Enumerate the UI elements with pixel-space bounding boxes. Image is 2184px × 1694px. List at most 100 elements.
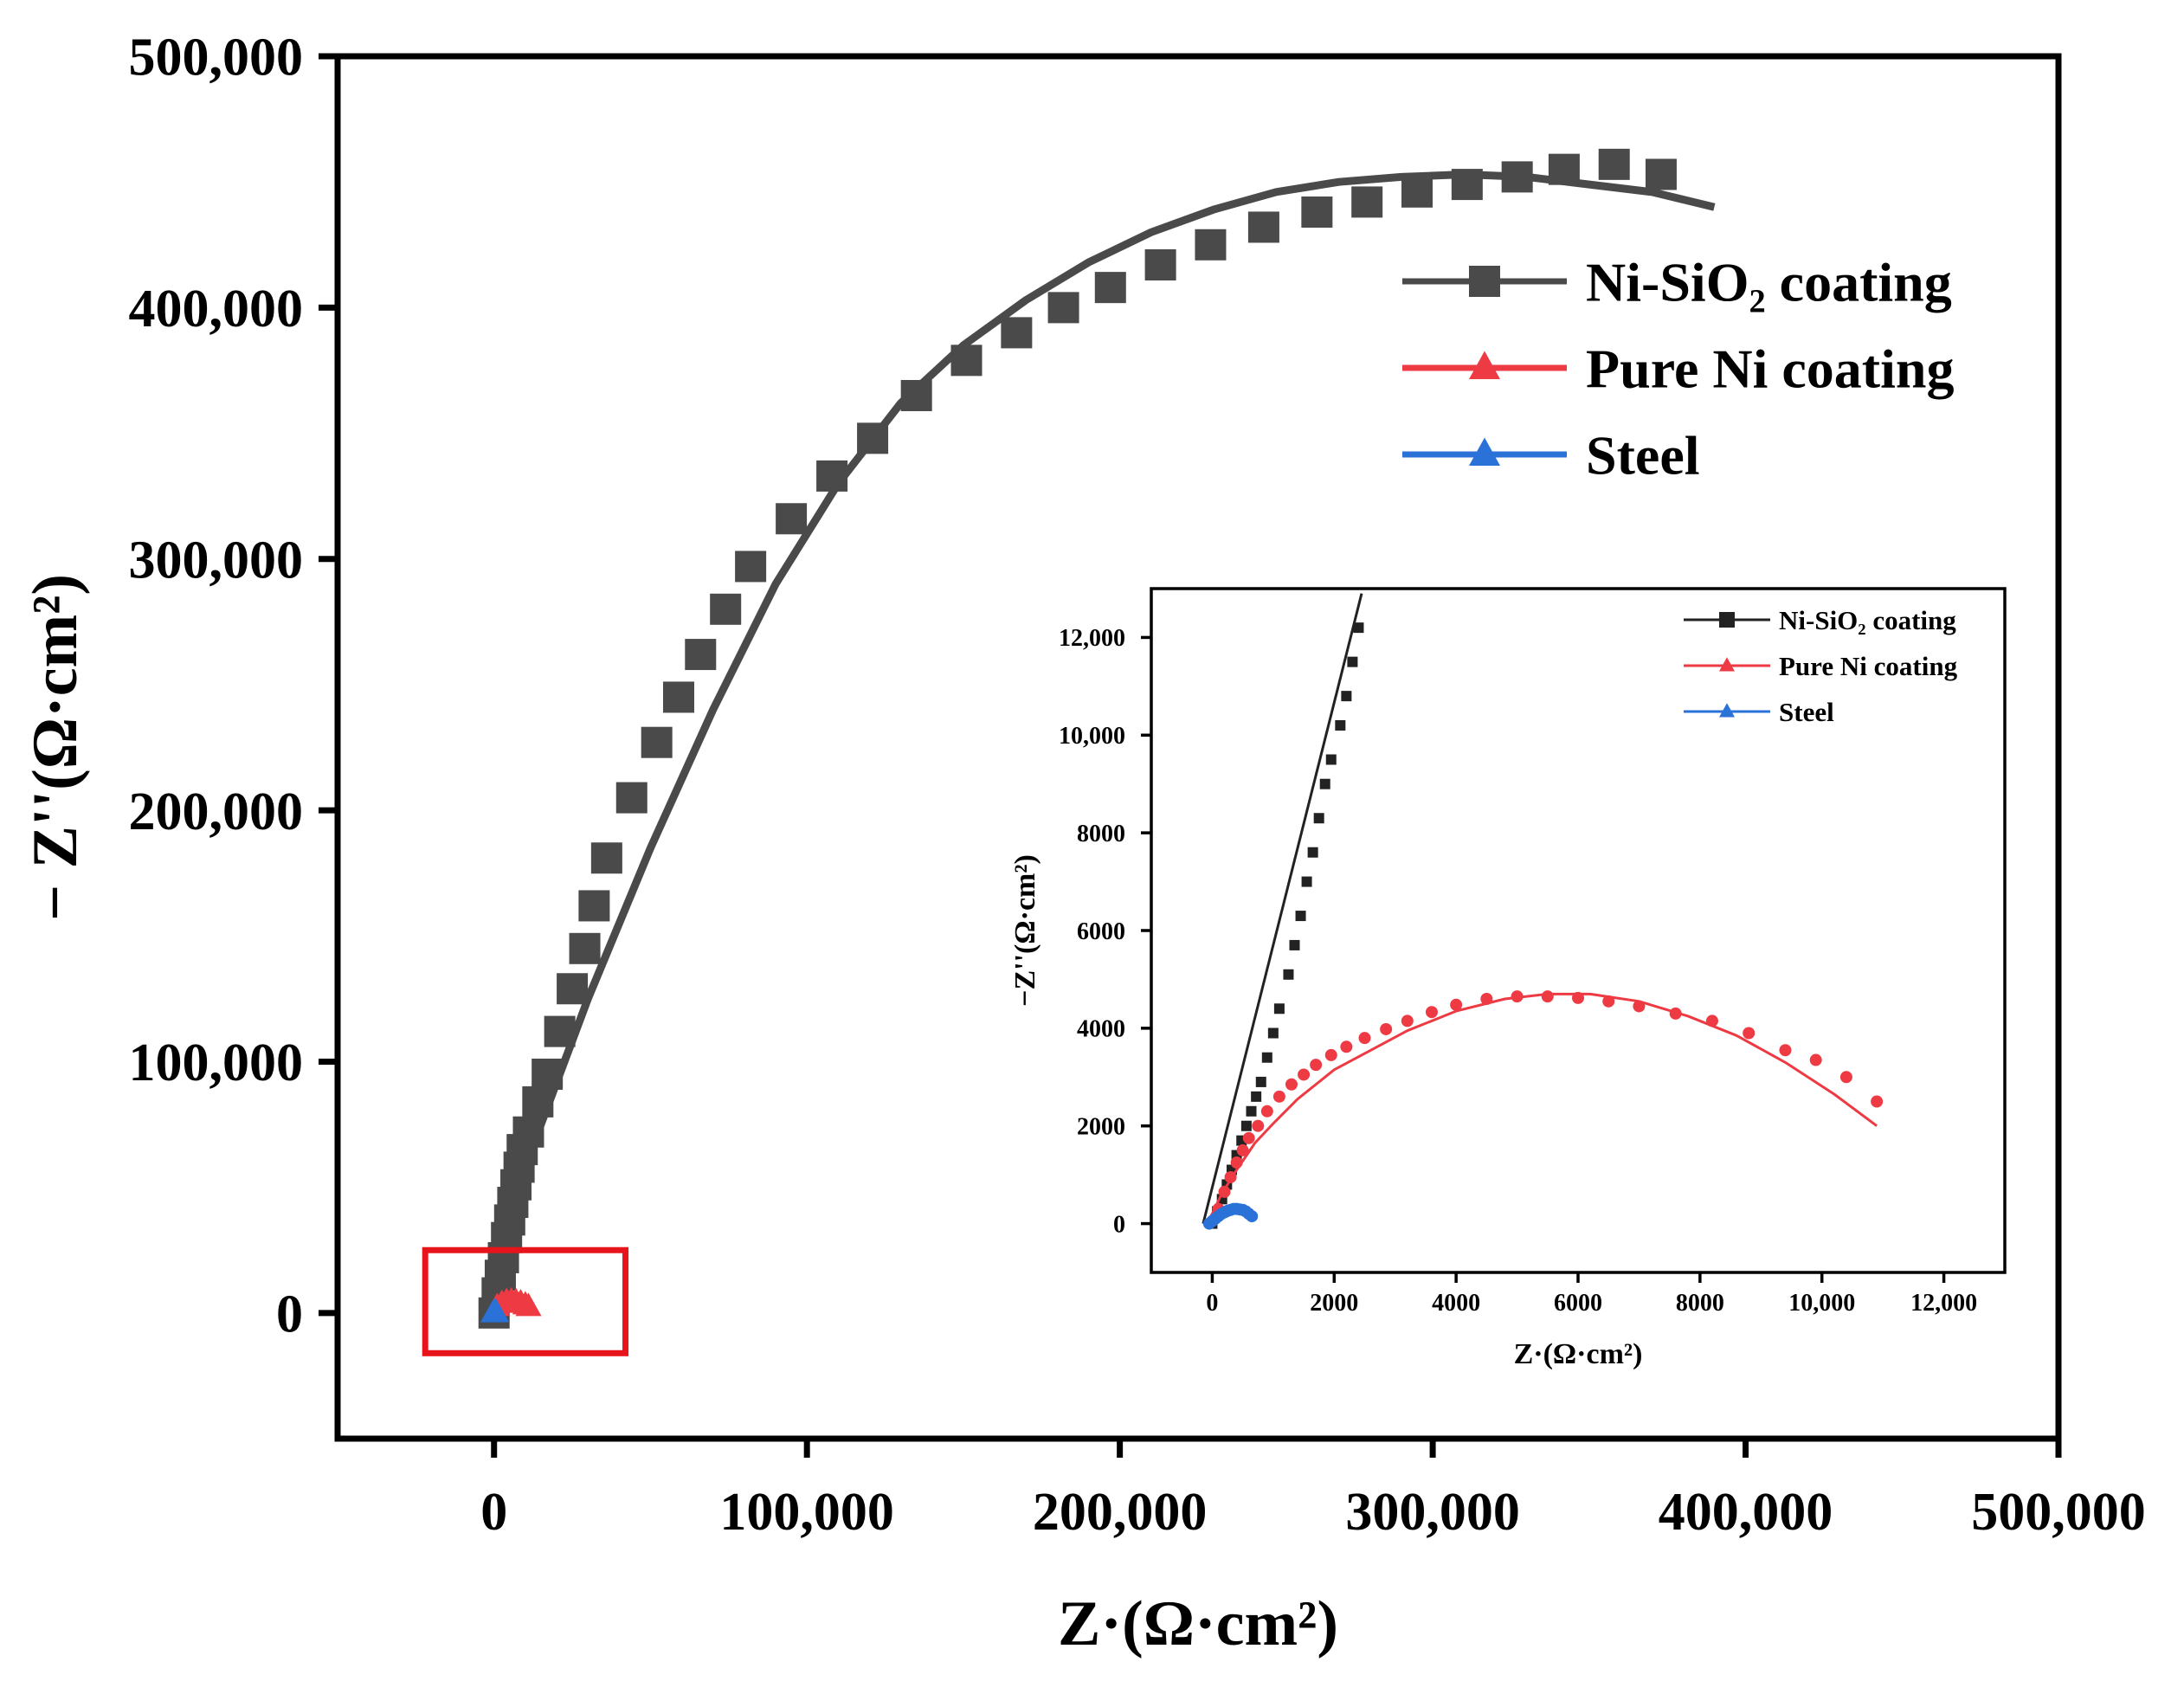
- inset-x-axis-title: Z·(Ω·cm²): [1514, 1338, 1643, 1370]
- main-y-tick-label: 400,000: [129, 280, 304, 338]
- inset-point-1: [1425, 1006, 1438, 1019]
- inset-point-0: [1335, 720, 1346, 731]
- main-y-axis-title: − Z''(Ω·cm²): [20, 574, 91, 921]
- inset-point-1: [1809, 1053, 1822, 1066]
- inset-x-tick-label: 0: [1206, 1290, 1218, 1317]
- main-point-0: [776, 503, 808, 535]
- inset-x-tick-label: 8000: [1676, 1290, 1724, 1317]
- main-x-tick-label: 400,000: [1659, 1483, 1833, 1542]
- inset-point-1: [1602, 995, 1615, 1008]
- main-point-0: [685, 639, 717, 671]
- inset-legend-label-1: Pure Ni coating: [1779, 651, 1958, 681]
- inset-y-tick-label: 0: [1113, 1211, 1125, 1238]
- inset-plot: 0 2000 4000 6000 8000 10,000 12,000 0 2000 4000 60…: [1009, 587, 2007, 1370]
- inset-point-1: [1743, 1027, 1756, 1040]
- inset-x-tick-label: 2000: [1310, 1290, 1358, 1317]
- inset-point-1: [1779, 1044, 1792, 1057]
- main-point-0: [857, 422, 889, 454]
- inset-point-0: [1283, 969, 1294, 980]
- main-x-tick-label: 500,000: [1971, 1483, 2146, 1542]
- inset-x-tick-label: 6000: [1554, 1290, 1602, 1317]
- inset-y-tick-label: 4000: [1077, 1016, 1125, 1043]
- inset-y-tick-label: 10,000: [1059, 723, 1125, 750]
- main-point-0: [1144, 249, 1176, 281]
- inset-point-0: [1255, 1076, 1266, 1087]
- main-point-0: [1351, 186, 1383, 218]
- inset-data-layer: [1202, 593, 1884, 1230]
- main-x-tick-label: 300,000: [1345, 1483, 1520, 1542]
- main-point-0: [1548, 153, 1580, 185]
- inset-legend-marker-1: [1719, 657, 1735, 672]
- main-plot-frame: [334, 53, 2062, 1442]
- main-point-0: [950, 345, 982, 377]
- inset-point-1: [1272, 1090, 1285, 1103]
- main-point-0: [1247, 211, 1279, 243]
- inset-y-axis-title: −Z''(Ω·cm²): [1009, 854, 1041, 1007]
- inset-legend-label-2: Steel: [1779, 697, 1834, 727]
- inset-background: [1151, 589, 2005, 1272]
- main-x-tick-label: 0: [480, 1483, 507, 1542]
- inset-point-1: [1236, 1143, 1249, 1156]
- inset-point-0: [1295, 911, 1306, 922]
- inset-point-1: [1298, 1068, 1311, 1081]
- inset-point-1: [1340, 1040, 1353, 1053]
- inset-point-0: [1319, 778, 1330, 789]
- inset-point-1: [1839, 1071, 1852, 1084]
- inset-legend-marker-0: [1719, 612, 1735, 628]
- inset-point-0: [1267, 1027, 1279, 1039]
- inset-point-1: [1310, 1059, 1323, 1072]
- inset-point-0: [1273, 1003, 1285, 1014]
- main-legend-label-0: Ni-SiO₂ coating: [1586, 251, 1952, 312]
- inset-point-0: [1353, 622, 1364, 634]
- main-point-0: [1195, 229, 1227, 261]
- inset-point-0: [1240, 1120, 1252, 1131]
- main-legend-marker-2: [1469, 437, 1500, 466]
- inset-point-0: [1341, 691, 1352, 702]
- main-legend-label-1: Pure Ni coating: [1586, 338, 1954, 399]
- main-y-tick-label: 300,000: [129, 531, 304, 589]
- main-point-0: [532, 1058, 564, 1090]
- main-point-0: [1451, 169, 1483, 201]
- inset-point-1: [1633, 1000, 1646, 1013]
- inset-y-tick-label: 8000: [1077, 821, 1125, 847]
- main-point-0: [544, 1015, 576, 1047]
- inset-point-1: [1541, 990, 1554, 1003]
- inset-point-1: [1260, 1105, 1273, 1118]
- main-x-tick-label: 100,000: [719, 1483, 894, 1542]
- inset-point-1: [1252, 1119, 1265, 1132]
- inset-y-tick-label: 12,000: [1059, 625, 1125, 652]
- inset-y-tick-label: 6000: [1077, 918, 1125, 945]
- inset-x-tick-label: 10,000: [1788, 1290, 1855, 1317]
- inset-legend-marker-2: [1719, 703, 1735, 718]
- main-point-0: [1047, 292, 1079, 324]
- main-point-0: [590, 842, 622, 874]
- inset-point-1: [1380, 1022, 1393, 1035]
- inset-plot-frame: [1150, 587, 2007, 1274]
- inset-point-1: [1871, 1095, 1884, 1108]
- main-point-0: [735, 551, 767, 583]
- main-y-tick-label: 500,000: [129, 29, 304, 87]
- main-legend-marker-0: [1469, 266, 1500, 297]
- main-legend-marker-1: [1469, 351, 1500, 379]
- inset-legend-label-0: Ni-SiO₂ coating: [1779, 605, 1956, 635]
- inset-point-1: [1401, 1014, 1414, 1027]
- main-point-0: [641, 726, 673, 758]
- main-point-0: [662, 681, 694, 713]
- inset-point-1: [1324, 1048, 1337, 1061]
- main-y-tick-label: 0: [276, 1285, 303, 1344]
- main-point-0: [1301, 196, 1333, 229]
- inset-point-1: [1224, 1170, 1237, 1183]
- inset-point-1: [1572, 991, 1584, 1004]
- inset-point-0: [1246, 1105, 1257, 1117]
- main-plot: 0 100,000 200,000 300,000 400,000 500,000 0 100…: [20, 29, 2146, 1659]
- inset-point-1: [1358, 1032, 1371, 1045]
- inset-point-0: [1347, 656, 1358, 667]
- inset-x-tick-label: 4000: [1432, 1290, 1480, 1317]
- inset-point-1: [1511, 990, 1524, 1003]
- main-x-axis-title: Z·(Ω·cm²): [1058, 1588, 1338, 1659]
- inset-point-1: [1450, 998, 1463, 1011]
- main-point-0: [522, 1085, 554, 1118]
- inset-point-1: [1285, 1078, 1298, 1091]
